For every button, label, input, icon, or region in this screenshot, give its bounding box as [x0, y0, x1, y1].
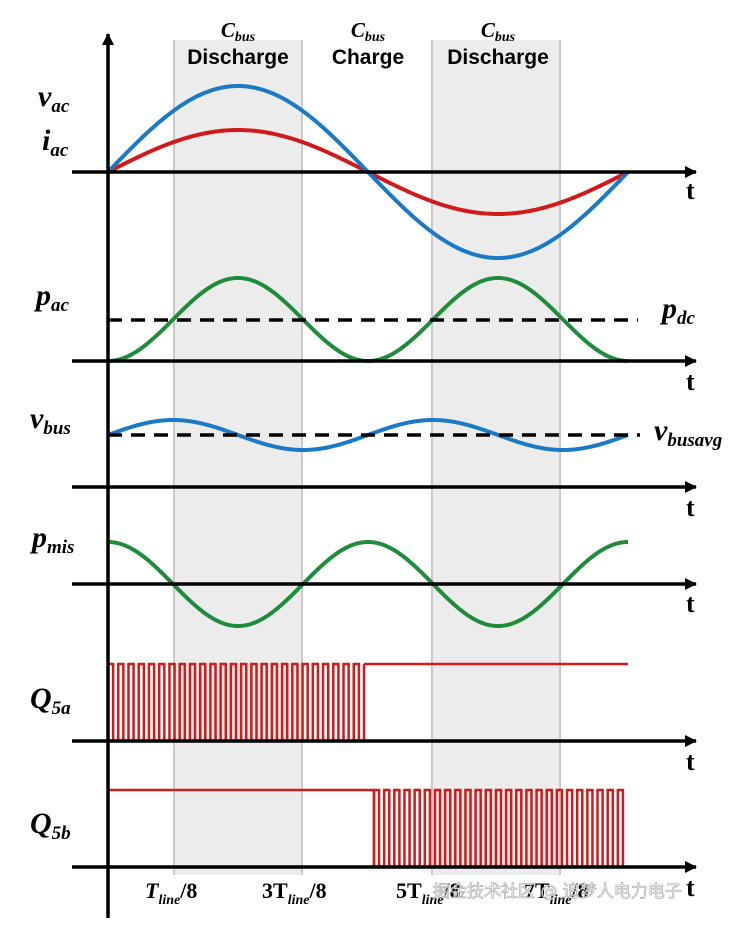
label-pmis: pmis: [29, 521, 74, 558]
t-label: t: [686, 589, 695, 618]
band-discharge-2: [432, 40, 560, 875]
svg-text:Cbus: Cbus: [481, 18, 516, 45]
axes: [72, 33, 697, 918]
tick-label-3: 5Tline/8: [396, 878, 461, 908]
t-label: t: [686, 873, 695, 902]
pmis-curve: [107, 540, 629, 628]
svg-text:Cbus: Cbus: [221, 18, 256, 45]
phase-label-discharge-1: Discharge: [187, 46, 289, 69]
tick-label-4: 7Tline/8: [524, 878, 589, 908]
label-iac: iac: [42, 124, 69, 161]
q5a-pwm-pulses: [106, 662, 364, 743]
t-label: t: [686, 747, 695, 776]
label-vbusavg: vbusavg: [654, 414, 722, 451]
q5b-pwm-pulses: [372, 788, 628, 869]
watermark: 掘金技术社区 @ 追梦人电力电子: [433, 882, 682, 902]
t-label: t: [686, 493, 695, 522]
phase-label-charge: Charge: [332, 46, 404, 69]
shaded-phase-bands: [174, 40, 560, 875]
tick-label-2: 3Tline/8: [262, 878, 327, 908]
phase-header-3: Cbus Discharge: [447, 18, 549, 69]
phase-header-2: Cbus Charge: [332, 18, 404, 69]
tick-label-1: Tline/8: [145, 878, 197, 908]
svg-text:Cbus: Cbus: [351, 18, 386, 45]
phase-header-1: Cbus Discharge: [187, 18, 289, 69]
label-q5b: Q5b: [30, 807, 71, 844]
phase-label-discharge-2: Discharge: [447, 46, 549, 69]
t-label: t: [686, 176, 695, 205]
label-vac: vac: [38, 80, 70, 117]
t-labels: t t t t t t: [686, 176, 695, 902]
label-q5a: Q5a: [30, 682, 71, 719]
t-label: t: [686, 367, 695, 396]
label-pac: pac: [33, 279, 70, 316]
label-vbus: vbus: [30, 402, 71, 439]
label-pdc: pdc: [659, 292, 696, 329]
band-discharge-1: [174, 40, 302, 875]
